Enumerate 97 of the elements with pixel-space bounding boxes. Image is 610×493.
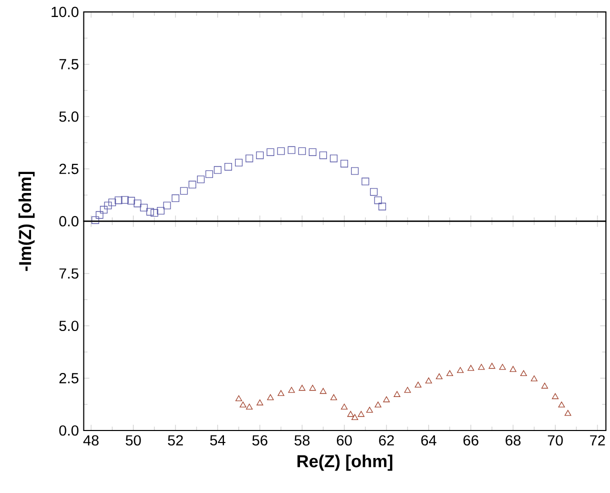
point <box>146 208 154 216</box>
point <box>266 148 274 156</box>
point <box>383 396 390 402</box>
point <box>234 158 243 166</box>
point <box>308 148 316 156</box>
y-tick-label: 7.5 <box>59 59 78 70</box>
point <box>156 206 165 214</box>
point <box>541 382 548 388</box>
x-tick-label: 60 <box>336 435 352 446</box>
point <box>564 410 572 416</box>
point <box>150 208 158 217</box>
point <box>530 375 538 382</box>
point <box>267 394 274 400</box>
point <box>499 364 506 370</box>
y-tick-label: 2.5 <box>59 164 78 174</box>
point <box>288 386 295 393</box>
point <box>298 147 306 155</box>
point <box>180 186 188 195</box>
x-tick-label: 62 <box>379 435 394 446</box>
point <box>197 175 205 184</box>
x-axis-title: Re(Z) [ohm] <box>297 454 392 471</box>
point <box>114 196 122 204</box>
point <box>370 188 378 196</box>
point <box>246 154 254 162</box>
point <box>374 401 382 408</box>
point <box>108 198 116 206</box>
point <box>100 206 108 214</box>
point <box>224 162 232 170</box>
point <box>468 364 474 371</box>
point <box>127 196 135 204</box>
x-tick-label: 56 <box>252 435 268 446</box>
point <box>358 410 364 417</box>
point <box>378 202 386 210</box>
point <box>374 196 382 204</box>
point <box>510 366 516 372</box>
point <box>96 211 104 219</box>
point <box>520 370 527 376</box>
point <box>362 178 370 186</box>
point <box>277 147 285 155</box>
point <box>404 386 411 393</box>
point <box>425 377 432 384</box>
point <box>188 180 196 188</box>
point <box>214 166 222 174</box>
point <box>309 384 316 391</box>
point <box>134 200 142 208</box>
point <box>330 154 338 162</box>
point <box>347 410 354 417</box>
point <box>205 170 214 178</box>
point <box>121 196 129 204</box>
y-tick-label: 2.5 <box>59 372 78 384</box>
x-tick-label: 54 <box>210 435 226 446</box>
point <box>256 399 264 406</box>
point <box>320 388 326 394</box>
point <box>446 370 454 376</box>
y-axis-title: -Im(Z) [ohm] <box>18 172 35 271</box>
point <box>340 160 348 168</box>
x-tick-label: 48 <box>83 435 99 446</box>
y-tick-label: 7.5 <box>59 268 78 279</box>
x-tick-label: 50 <box>126 435 141 446</box>
y-tick-label: 0.0 <box>59 216 78 226</box>
point <box>246 404 253 410</box>
x-tick-label: 64 <box>421 435 436 446</box>
point <box>172 194 180 202</box>
point <box>319 151 327 159</box>
point <box>256 151 264 159</box>
x-tick-label: 52 <box>168 435 183 446</box>
point <box>163 202 171 210</box>
point <box>414 382 422 388</box>
point <box>394 390 400 397</box>
point <box>552 393 559 399</box>
y-tick-label: 10.0 <box>52 6 78 17</box>
point <box>140 204 148 212</box>
point <box>340 404 348 410</box>
point <box>478 364 485 370</box>
x-tick-label: 70 <box>548 435 563 446</box>
point <box>558 401 565 408</box>
point <box>330 394 338 400</box>
x-tick-label: 66 <box>463 435 478 446</box>
point <box>351 414 358 420</box>
point <box>456 366 464 373</box>
x-tick-label: 68 <box>506 435 521 446</box>
point <box>240 401 246 408</box>
y-tick-label: 5.0 <box>59 111 78 122</box>
point <box>104 202 112 210</box>
point <box>351 167 359 175</box>
point <box>288 146 296 154</box>
point <box>235 395 242 402</box>
point <box>488 362 496 369</box>
point <box>92 216 100 224</box>
x-tick-label: 72 <box>590 435 605 446</box>
point <box>298 384 306 391</box>
point <box>278 390 284 396</box>
point <box>366 406 373 413</box>
point <box>436 373 443 380</box>
y-tick-label: 5.0 <box>59 320 78 331</box>
x-tick-label: 58 <box>294 435 310 446</box>
y-tick-label: 0.0 <box>59 425 78 436</box>
